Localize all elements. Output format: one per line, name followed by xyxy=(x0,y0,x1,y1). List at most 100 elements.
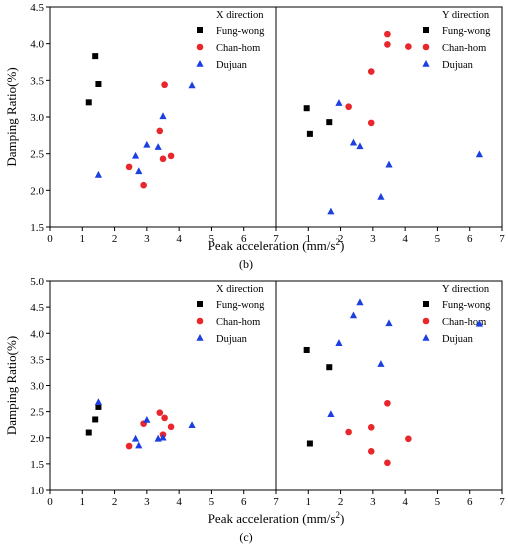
point-chan-hom xyxy=(125,442,133,450)
legend-marker-dujuan xyxy=(422,60,430,67)
figure-label: (b) xyxy=(239,257,253,271)
point-chan-hom xyxy=(384,30,391,38)
x-tick-label: 1 xyxy=(80,496,86,508)
point-chan-hom xyxy=(140,181,147,189)
point-dujuan xyxy=(377,360,385,367)
y-tick-label: 2.5 xyxy=(30,149,44,161)
point-dujuan xyxy=(131,434,140,442)
point-chan-hom xyxy=(125,163,133,171)
point-dujuan xyxy=(377,192,385,200)
point-dujuan xyxy=(356,142,364,150)
point-chan-hom xyxy=(367,119,375,127)
x-axis-title: Peak acceleration (mm/s2) xyxy=(208,510,345,526)
point-fung-wong xyxy=(326,119,333,126)
point-chan-hom xyxy=(405,43,412,50)
y-tick-label: 3.5 xyxy=(30,354,44,366)
legend-marker-chan-hom xyxy=(422,317,430,325)
legend-marker-dujuan xyxy=(196,334,204,341)
y-tick-label: 2.5 xyxy=(30,407,44,419)
legend-marker-dujuan xyxy=(422,334,430,341)
x-axis-title: Peak acceleration (mm/s2) xyxy=(208,237,345,253)
y-tick-label: 5.0 xyxy=(30,276,44,288)
x-tick-label: 2 xyxy=(338,233,344,245)
point-dujuan xyxy=(188,421,196,429)
point-chan-hom xyxy=(167,423,175,431)
y-tick-label: 3.5 xyxy=(30,75,44,87)
x-tick-label: 3 xyxy=(370,233,376,245)
point-dujuan xyxy=(349,311,358,319)
point-chan-hom xyxy=(159,155,167,163)
x-tick-label: 6 xyxy=(241,496,247,508)
point-fung-wong xyxy=(95,403,102,410)
point-chan-hom xyxy=(345,103,352,111)
point-fung-wong xyxy=(85,429,92,436)
y-tick-label: 1.5 xyxy=(30,222,44,234)
point-chan-hom xyxy=(156,409,164,416)
y-tick-label: 3.0 xyxy=(30,112,44,124)
x-tick-label: 4 xyxy=(402,496,408,508)
point-fung-wong xyxy=(303,346,310,353)
point-fung-wong xyxy=(85,99,92,106)
y-tick-label: 4.0 xyxy=(30,328,44,340)
point-dujuan xyxy=(475,319,483,327)
point-fung-wong xyxy=(306,130,313,137)
legend-title: X direction xyxy=(216,10,264,21)
point-dujuan xyxy=(327,207,335,215)
point-dujuan xyxy=(335,339,343,346)
point-fung-wong xyxy=(95,81,102,87)
point-fung-wong xyxy=(303,105,310,112)
point-dujuan xyxy=(356,298,364,306)
legend-label: Dujuan xyxy=(442,60,474,71)
x-tick-label: 5 xyxy=(209,233,215,245)
chart-c: 1.0 1.5 2.0 2.5 3.0 3.5 4.0 4.5 5.0 Damping Ratio… xyxy=(4,276,505,544)
x-tick-label: 7 xyxy=(273,233,279,245)
point-fung-wong xyxy=(326,364,333,371)
point-dujuan xyxy=(131,151,140,159)
x-tick-label: 3 xyxy=(144,496,150,508)
x-tick-label: 5 xyxy=(209,496,215,508)
legend-label: Chan-hom xyxy=(216,317,260,328)
x-tick-label: 5 xyxy=(435,233,441,245)
y-tick-label: 1.5 xyxy=(30,459,44,471)
point-chan-hom xyxy=(367,424,375,431)
x-tick-label: 1 xyxy=(306,496,312,508)
legend-marker-chan-hom xyxy=(422,43,430,51)
point-dujuan xyxy=(143,415,151,423)
x-tick-label: 7 xyxy=(499,496,505,508)
legend-label: Dujuan xyxy=(216,60,248,71)
legend-label: Fung-wong xyxy=(216,300,265,311)
point-dujuan xyxy=(188,81,196,89)
y-tick-label: 4.5 xyxy=(30,2,44,14)
x-tick-label: 1 xyxy=(306,233,312,245)
legend-marker-chan-hom xyxy=(196,317,204,325)
x-tick-label: 6 xyxy=(467,496,473,508)
x-tick-label: 1 xyxy=(80,233,86,245)
point-dujuan xyxy=(94,170,103,178)
point-chan-hom xyxy=(345,428,352,436)
point-dujuan xyxy=(327,410,335,418)
x-tick-label: 6 xyxy=(467,233,473,245)
point-fung-wong xyxy=(92,416,99,423)
legend-marker-fung-wong xyxy=(197,27,203,33)
legend-marker-fung-wong xyxy=(423,27,429,33)
panel-y-direction: 1 2 3 4 5 6 7 Y direction Fung-wong Chan-hom Dujua… xyxy=(275,10,505,245)
x-tick-label: 3 xyxy=(144,233,150,245)
point-dujuan xyxy=(385,319,393,327)
legend-marker-fung-wong xyxy=(197,301,203,307)
x-tick-label: 5 xyxy=(435,496,441,508)
panel-y-direction: 1 2 3 4 5 6 7 Y direction Fung-wong Chan-hom Dujua… xyxy=(275,284,505,508)
panel-x-direction: 0 1 2 3 4 5 6 7 X direction Fung-wong Chan-hom Duju… xyxy=(47,10,279,245)
point-dujuan xyxy=(349,138,358,146)
x-tick-label: 4 xyxy=(402,233,408,245)
point-chan-hom xyxy=(167,152,175,160)
x-tick-label: 4 xyxy=(176,496,182,508)
x-tick-label: 7 xyxy=(273,496,279,508)
point-dujuan xyxy=(159,112,167,120)
x-tick-label: 0 xyxy=(47,496,53,508)
legend-label: Dujuan xyxy=(442,334,474,345)
x-tick-label: 2 xyxy=(112,496,118,508)
legend-title: X direction xyxy=(216,284,264,295)
point-dujuan xyxy=(143,140,151,148)
legend-label: Dujuan xyxy=(216,334,248,345)
